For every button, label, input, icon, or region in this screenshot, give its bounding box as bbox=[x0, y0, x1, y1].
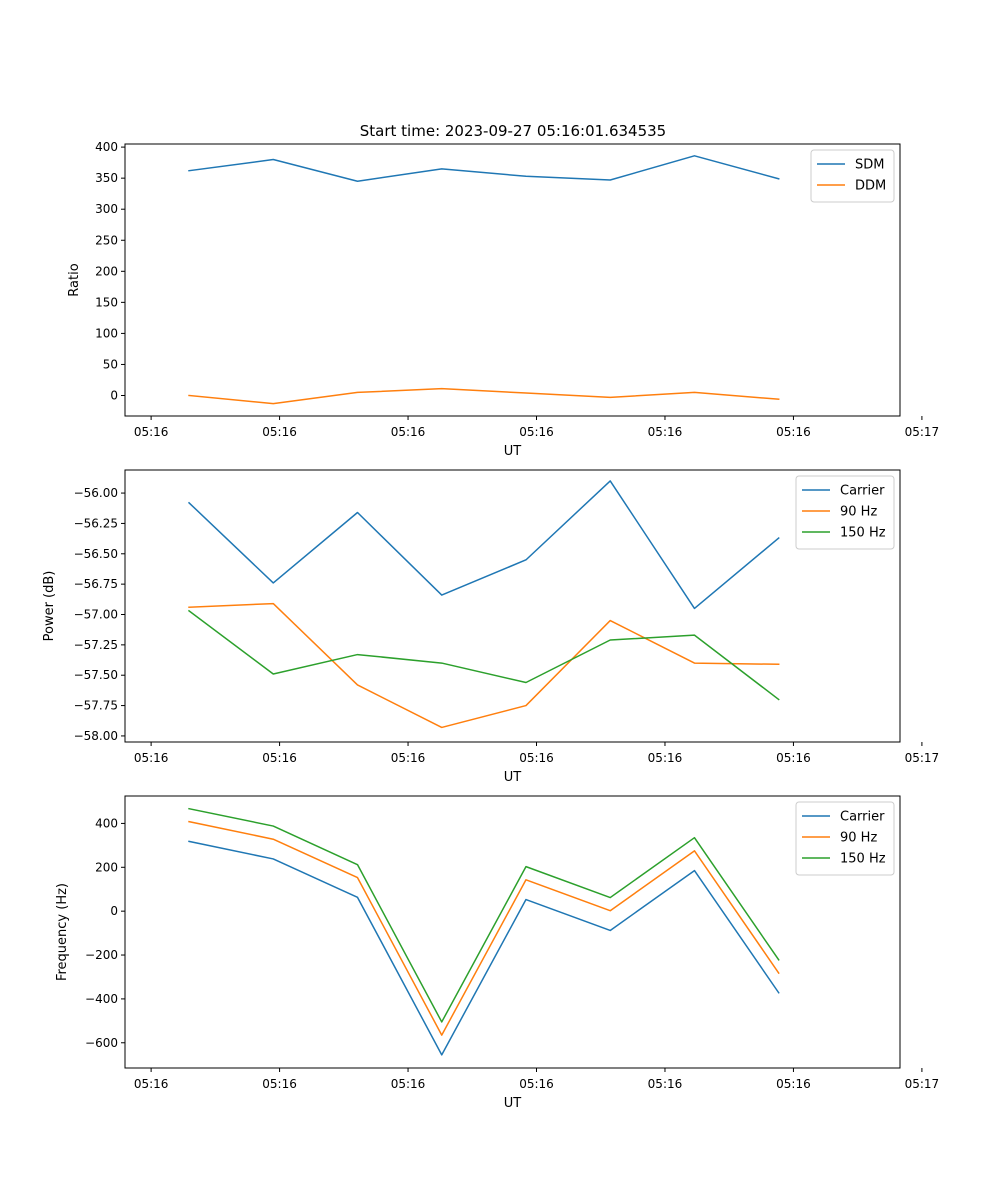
y-tick-label: −56.75 bbox=[74, 577, 118, 591]
x-tick-label: 05:16 bbox=[648, 1077, 683, 1091]
y-axis-label: Frequency (Hz) bbox=[55, 883, 70, 981]
legend-box bbox=[810, 149, 895, 203]
series-line-90-hz bbox=[188, 820, 780, 1036]
y-tick-label: −56.50 bbox=[74, 547, 118, 561]
axes-frame bbox=[124, 469, 901, 743]
x-tick-label: 05:17 bbox=[905, 425, 940, 439]
legend-box bbox=[795, 801, 895, 876]
legend: Carrier 90 Hz 150 Hz bbox=[795, 475, 895, 550]
y-tick-label: −600 bbox=[85, 1036, 118, 1050]
series-line-90-hz bbox=[188, 602, 780, 729]
legend-label: SDM bbox=[855, 158, 884, 173]
x-axis-label: UT bbox=[504, 1096, 522, 1111]
y-axis-label: Power (dB) bbox=[42, 571, 57, 642]
x-tick-label: 05:16 bbox=[776, 425, 811, 439]
y-tick-label: 300 bbox=[95, 202, 118, 216]
subplot-3: −600 −400 −200 0 200 400 05:16 05:16 05:16 05:16 0… bbox=[55, 795, 940, 1111]
x-tick-label: 05:16 bbox=[391, 425, 426, 439]
legend-label: Carrier bbox=[840, 484, 885, 499]
y-tick-label: 0 bbox=[110, 389, 118, 403]
x-tick-label: 05:16 bbox=[519, 1077, 554, 1091]
y-tick-label: 250 bbox=[95, 233, 118, 247]
y-tick-label: 50 bbox=[103, 357, 118, 371]
x-tick-label: 05:16 bbox=[519, 425, 554, 439]
x-tick-label: 05:16 bbox=[648, 425, 683, 439]
y-tick-label: −57.00 bbox=[74, 608, 118, 622]
legend-label: DDM bbox=[855, 179, 886, 194]
x-tick-label: 05:16 bbox=[776, 751, 811, 765]
legend-label: 90 Hz bbox=[840, 831, 877, 846]
y-tick-label: −400 bbox=[85, 992, 118, 1006]
axes-frame bbox=[124, 795, 901, 1069]
y-tick-label: 400 bbox=[95, 140, 118, 154]
x-tick-label: 05:16 bbox=[776, 1077, 811, 1091]
series-line-150-hz bbox=[188, 807, 780, 1023]
y-tick-label: −57.75 bbox=[74, 699, 118, 713]
x-tick-label: 05:16 bbox=[391, 751, 426, 765]
y-tick-label: −200 bbox=[85, 948, 118, 962]
series-line-carrier bbox=[187, 480, 780, 610]
x-tick-label: 05:17 bbox=[905, 1077, 940, 1091]
y-tick-label: −56.00 bbox=[74, 486, 118, 500]
x-tick-label: 05:16 bbox=[134, 1077, 169, 1091]
subplot-2: −58.00 −57.75 −57.50 −57.25 −57.00 −56.75 −56.… bbox=[42, 469, 940, 785]
y-tick-label: −57.50 bbox=[74, 668, 118, 682]
subplot-1: 0 50 100 150 200 250 300 350 400 05:16 05:16 05:16 0… bbox=[67, 140, 939, 459]
y-tick-label: 0 bbox=[110, 904, 118, 918]
x-tick-label: 05:16 bbox=[648, 751, 683, 765]
x-tick-label: 05:16 bbox=[262, 751, 297, 765]
x-tick-label: 05:17 bbox=[905, 751, 940, 765]
series-line-sdm bbox=[188, 155, 780, 183]
y-tick-label: 350 bbox=[95, 171, 118, 185]
y-tick-label: 200 bbox=[95, 264, 118, 278]
legend-label: 90 Hz bbox=[840, 505, 877, 520]
series-line-150-hz bbox=[187, 609, 780, 701]
legend: Carrier 90 Hz 150 Hz bbox=[795, 801, 895, 876]
chart-title: Start time: 2023-09-27 05:16:01.634535 bbox=[360, 122, 666, 140]
x-axis-label: UT bbox=[504, 444, 522, 459]
y-tick-label: 150 bbox=[95, 295, 118, 309]
y-axis-label: Ratio bbox=[67, 263, 82, 296]
y-tick-label: −56.25 bbox=[74, 516, 118, 530]
x-axis-label: UT bbox=[504, 770, 522, 785]
x-tick-label: 05:16 bbox=[262, 1077, 297, 1091]
legend-label: 150 Hz bbox=[840, 526, 886, 541]
x-tick-label: 05:16 bbox=[262, 425, 297, 439]
x-tick-label: 05:16 bbox=[519, 751, 554, 765]
series-line-carrier bbox=[188, 840, 780, 1056]
legend-box bbox=[795, 475, 895, 550]
axes-frame bbox=[124, 143, 901, 417]
series-line-ddm bbox=[188, 387, 780, 405]
legend-label: 150 Hz bbox=[840, 852, 886, 867]
y-tick-label: −58.00 bbox=[74, 729, 118, 743]
y-tick-label: 100 bbox=[95, 326, 118, 340]
y-tick-label: 400 bbox=[95, 816, 118, 830]
x-tick-label: 05:16 bbox=[391, 1077, 426, 1091]
legend: SDM DDM bbox=[810, 149, 895, 203]
x-tick-label: 05:16 bbox=[134, 425, 169, 439]
y-tick-label: −57.25 bbox=[74, 638, 118, 652]
x-tick-label: 05:16 bbox=[134, 751, 169, 765]
y-tick-label: 200 bbox=[95, 860, 118, 874]
legend-label: Carrier bbox=[840, 810, 885, 825]
